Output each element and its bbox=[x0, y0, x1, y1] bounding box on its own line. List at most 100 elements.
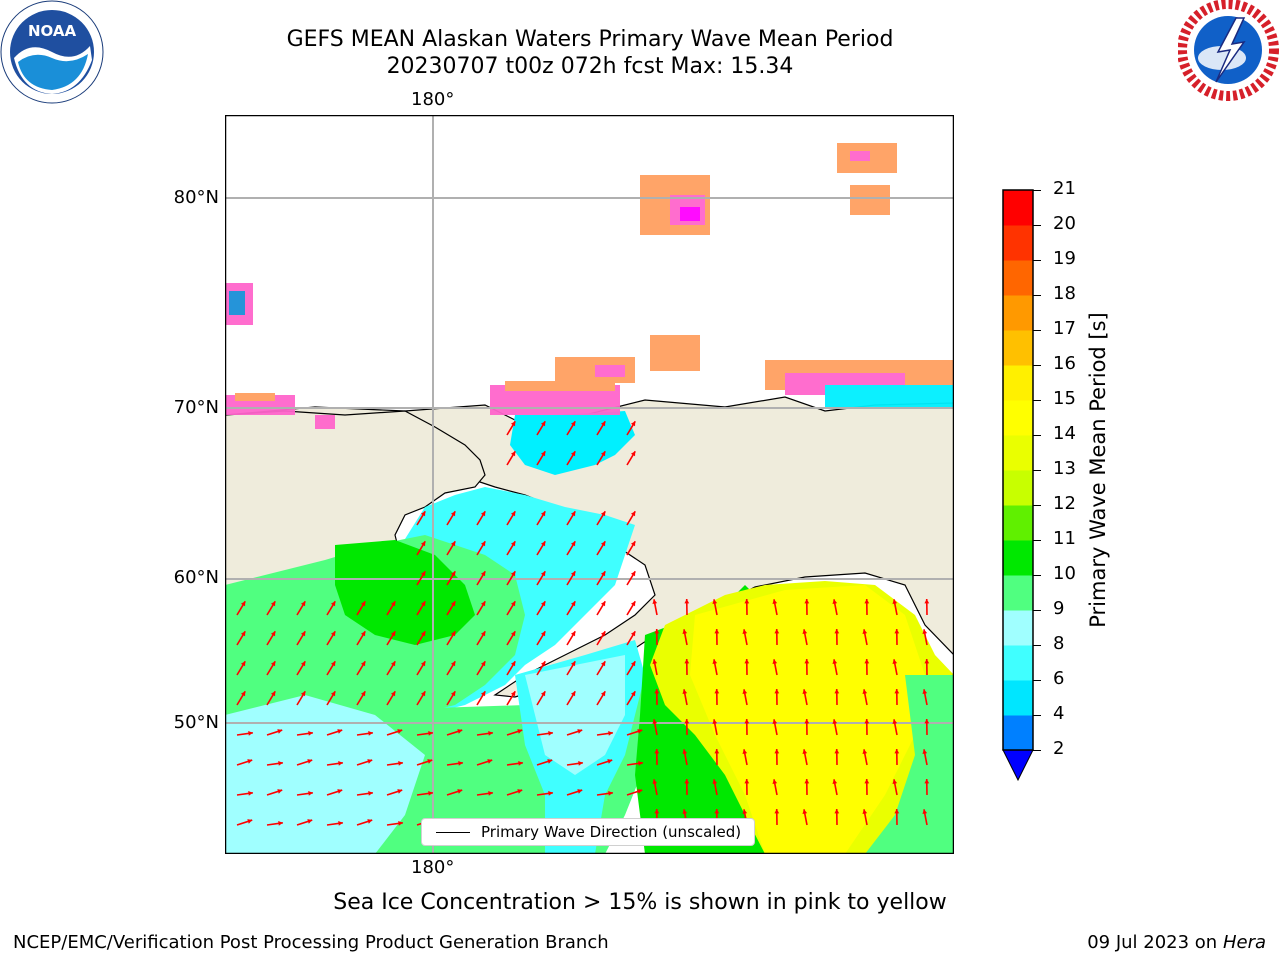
wave-arrow-head bbox=[420, 541, 426, 547]
wave-arrow-head bbox=[420, 601, 426, 607]
wave-arrow-head bbox=[742, 629, 748, 635]
field-lightcyan-central bbox=[525, 655, 625, 775]
wave-arrow-head bbox=[570, 571, 576, 577]
wave-arrow-head bbox=[540, 541, 546, 547]
wave-arrow-head bbox=[570, 661, 576, 667]
wave-arrow-head bbox=[570, 451, 576, 457]
wave-arrow-head bbox=[450, 691, 456, 697]
wave-period-map bbox=[225, 115, 954, 854]
wave-arrow-head bbox=[510, 451, 516, 457]
wave-arrow-head bbox=[360, 601, 366, 607]
wave-arrow-head bbox=[240, 601, 246, 607]
colorbar-tick-mark bbox=[1033, 260, 1041, 261]
wave-arrow-head bbox=[360, 691, 366, 697]
wave-arrow-head bbox=[367, 759, 373, 764]
wave-arrow-head bbox=[570, 601, 576, 607]
wave-arrow-head bbox=[390, 661, 396, 667]
wave-arrow-head bbox=[892, 659, 898, 665]
colorbar-band bbox=[1003, 365, 1033, 401]
wave-arrow-head bbox=[540, 421, 546, 427]
wave-arrow-head bbox=[300, 631, 306, 637]
wave-arrow-head bbox=[600, 571, 606, 577]
colorbar-tick-label: 15 bbox=[1053, 388, 1076, 409]
colorbar-band bbox=[1003, 260, 1033, 296]
colorbar-band bbox=[1003, 470, 1033, 506]
wave-arrow-head bbox=[744, 659, 750, 664]
wave-arrow-head bbox=[774, 809, 780, 814]
wave-arrow-head bbox=[510, 691, 516, 697]
wave-arrow-head bbox=[360, 661, 366, 667]
footer-credit: NCEP/EMC/Verification Post Processing Pr… bbox=[13, 932, 609, 953]
colorbar-tick-mark bbox=[1033, 750, 1041, 751]
wave-arrow-head bbox=[862, 689, 868, 695]
wave-arrow-head bbox=[450, 661, 456, 667]
wave-arrow-head bbox=[654, 809, 660, 814]
wave-arrow-head bbox=[712, 719, 718, 725]
wave-arrow-head bbox=[577, 729, 583, 734]
colorbar-band bbox=[1003, 435, 1033, 471]
wave-arrow-head bbox=[480, 601, 486, 607]
wave-arrow-head bbox=[652, 779, 658, 785]
wave-arrow-head bbox=[714, 689, 720, 694]
wave-arrow-head bbox=[308, 791, 313, 796]
wave-arrow-head bbox=[488, 731, 493, 736]
wave-arrow-head bbox=[570, 631, 576, 637]
wave-arrow-head bbox=[540, 451, 546, 457]
wave-arrow-head bbox=[338, 821, 343, 826]
wave-arrow-head bbox=[608, 791, 613, 796]
wave-arrow-head bbox=[600, 541, 606, 547]
wave-arrow-head bbox=[480, 631, 486, 637]
colorbar-tick-mark bbox=[1033, 435, 1041, 436]
wave-arrow-head bbox=[654, 749, 660, 754]
colorbar-tick-mark bbox=[1033, 680, 1041, 681]
wave-arrow-head bbox=[894, 809, 900, 814]
wave-arrow-head bbox=[420, 571, 426, 577]
wave-arrow-head bbox=[682, 749, 688, 755]
colorbar-tick-mark bbox=[1033, 505, 1041, 506]
wave-arrow-head bbox=[712, 659, 718, 665]
colorbar-label: Primary Wave Mean Period [s] bbox=[1086, 312, 1110, 628]
colorbar-tick-mark bbox=[1033, 190, 1041, 191]
wave-arrow-head bbox=[922, 689, 928, 695]
wave-arrow-head bbox=[510, 421, 516, 427]
wave-arrow-head bbox=[270, 661, 276, 667]
wave-arrow-head bbox=[547, 759, 553, 764]
wave-arrow-head bbox=[742, 749, 748, 755]
wave-arrow-head bbox=[248, 731, 253, 736]
wave-arrow-head bbox=[742, 689, 748, 695]
wave-arrow-head bbox=[510, 541, 516, 547]
wave-arrow-head bbox=[832, 719, 838, 725]
wave-arrow-head bbox=[600, 631, 606, 637]
wave-arrow-head bbox=[630, 421, 636, 427]
wave-arrow-head bbox=[637, 789, 643, 794]
wave-arrow-head bbox=[652, 659, 658, 665]
graticule bbox=[225, 115, 954, 854]
colorbar-tick-label: 21 bbox=[1053, 178, 1076, 199]
wave-arrow-head bbox=[578, 761, 583, 766]
wave-arrow-head bbox=[712, 779, 718, 785]
wave-arrow-head bbox=[307, 819, 313, 824]
colorbar-tick-mark bbox=[1033, 645, 1041, 646]
colorbar-tick-mark bbox=[1033, 610, 1041, 611]
wave-arrow-head bbox=[510, 601, 516, 607]
wave-arrow-head bbox=[510, 571, 516, 577]
noaa-logo: NOAA bbox=[0, 0, 104, 104]
wave-arrow-head bbox=[277, 789, 283, 794]
wave-arrow-head bbox=[892, 719, 898, 725]
wave-arrow-head bbox=[330, 601, 336, 607]
wave-arrow-head bbox=[420, 661, 426, 667]
colorbar-tick-mark bbox=[1033, 715, 1041, 716]
wave-arrow-head bbox=[922, 629, 928, 635]
wave-arrow-head bbox=[802, 689, 808, 695]
wave-arrow-head bbox=[684, 719, 690, 724]
wave-arrow-head bbox=[360, 631, 366, 637]
wave-arrow-head bbox=[714, 629, 720, 634]
colorbar-band bbox=[1003, 575, 1033, 611]
wave-arrow-head bbox=[548, 791, 553, 796]
colorbar-tick-label: 19 bbox=[1053, 248, 1076, 269]
field-green-east bbox=[865, 675, 954, 854]
wave-arrow-head bbox=[638, 761, 643, 766]
wave-arrow-head bbox=[397, 789, 403, 794]
wave-arrow-head bbox=[457, 729, 463, 734]
wave-arrow-head bbox=[457, 789, 463, 794]
